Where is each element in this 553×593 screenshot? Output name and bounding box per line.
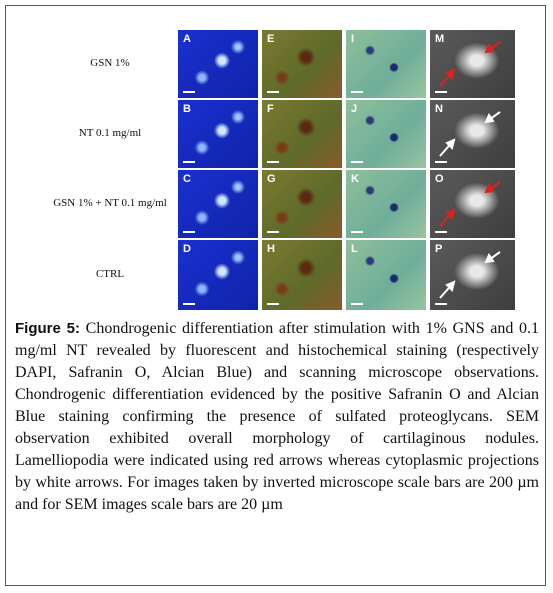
panel-letter: I <box>351 33 355 45</box>
scale-bar <box>435 91 447 93</box>
panel-letter: B <box>183 103 191 115</box>
scale-bar <box>351 303 363 305</box>
image-panel: F <box>262 100 342 168</box>
panel-letter: D <box>183 243 191 255</box>
image-panel: J <box>346 100 426 168</box>
image-panel: K <box>346 170 426 238</box>
figure-frame <box>5 5 546 586</box>
scale-bar <box>267 303 279 305</box>
image-panel: E <box>262 30 342 98</box>
scale-bar <box>267 161 279 163</box>
panel-letter: N <box>435 103 443 115</box>
row-label: CTRL <box>95 268 125 280</box>
panel-letter: H <box>267 243 275 255</box>
panel-letter: P <box>435 243 443 255</box>
image-panel: B <box>178 100 258 168</box>
image-panel: I <box>346 30 426 98</box>
scale-bar <box>351 231 363 233</box>
scale-bar <box>183 91 195 93</box>
panel-letter: J <box>351 103 358 115</box>
image-panel: P <box>430 240 515 310</box>
scale-bar <box>183 161 195 163</box>
scale-bar <box>267 231 279 233</box>
image-panel: C <box>178 170 258 238</box>
arrows <box>439 251 501 299</box>
row-label: GSN 1% <box>90 57 130 69</box>
panel-letter: K <box>351 173 359 185</box>
row-label: GSN 1% + NT 0.1 mg/ml <box>53 197 167 209</box>
image-panel: G <box>262 170 342 238</box>
panel-letter: L <box>351 243 358 255</box>
caption-label: Figure 5: <box>15 320 80 337</box>
scale-bar <box>183 303 195 305</box>
panel-letter: F <box>267 103 274 115</box>
scale-bar <box>435 161 447 163</box>
scale-bar <box>351 161 363 163</box>
image-panel: A <box>178 30 258 98</box>
arrows <box>439 111 501 157</box>
row-label: NT 0.1 mg/ml <box>78 127 142 139</box>
panel-letter: M <box>435 33 445 45</box>
arrows <box>439 41 501 87</box>
arrows <box>439 181 501 227</box>
image-panel: O <box>430 170 515 238</box>
scale-bar <box>435 231 447 233</box>
scale-bar <box>267 91 279 93</box>
scale-bar <box>183 231 195 233</box>
image-panel: H <box>262 240 342 310</box>
panel-letter: E <box>267 33 275 45</box>
image-panel: N <box>430 100 515 168</box>
caption: Figure 5: Chondrogenic differentiation a… <box>15 318 539 516</box>
panel-letter: G <box>267 173 276 185</box>
panel-letter: C <box>183 173 191 185</box>
panel-letter: O <box>435 173 444 185</box>
caption-text: Chondrogenic differentiation after stimu… <box>15 320 540 513</box>
scale-bar <box>435 303 447 305</box>
panel-letter: A <box>183 33 191 45</box>
image-panel: M <box>430 30 515 98</box>
scale-bar <box>351 91 363 93</box>
image-panel: D <box>178 240 258 310</box>
image-panel: L <box>346 240 426 310</box>
